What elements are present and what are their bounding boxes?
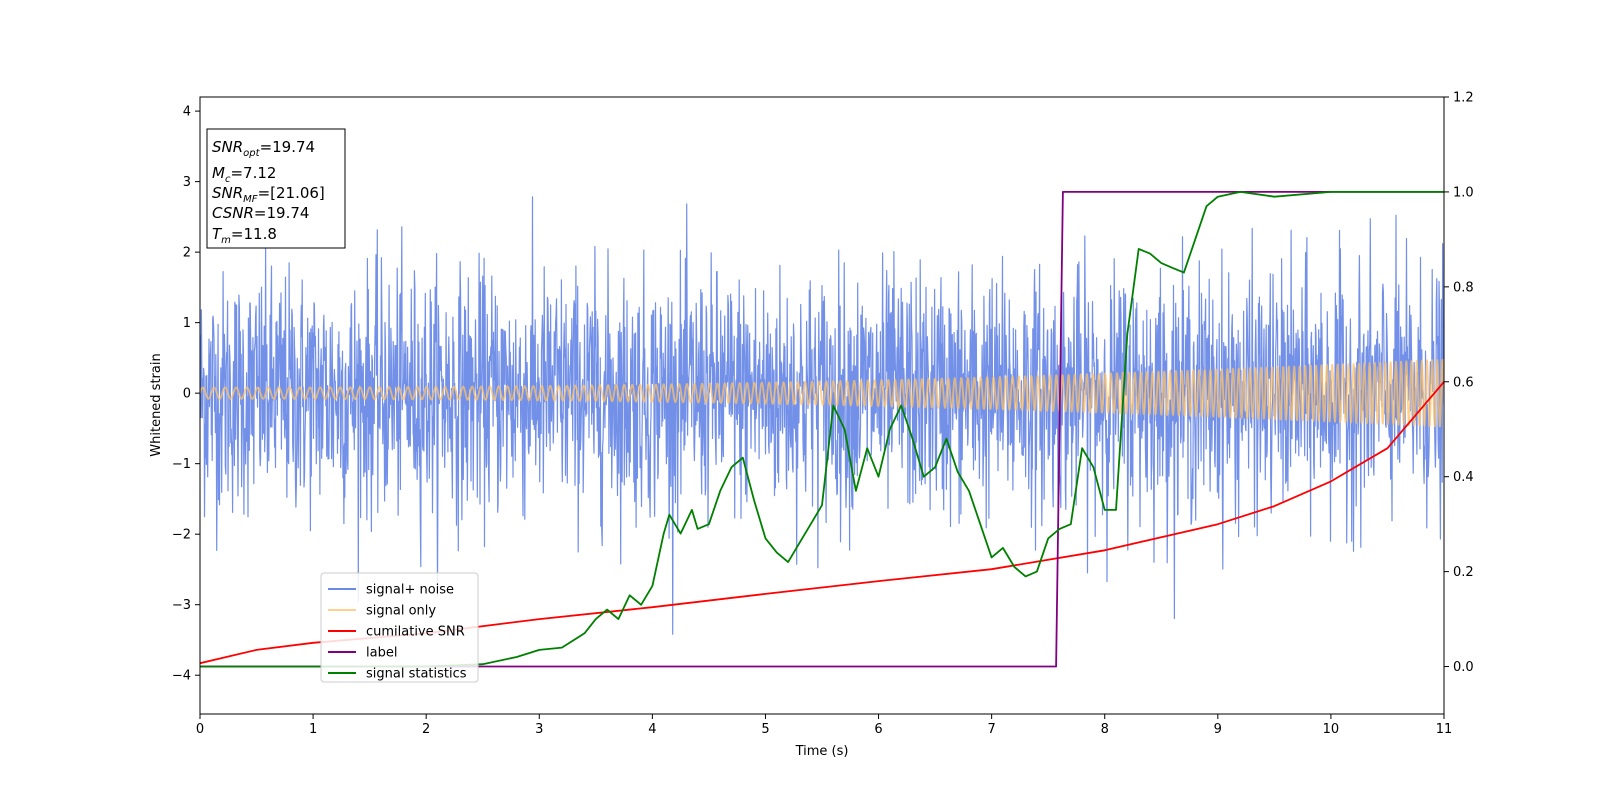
legend: signal+ noise signal only cumilative SNR la… (320, 572, 479, 683)
x-tick-label: 9 (1214, 722, 1222, 737)
x-axis-label: Time (s) (795, 744, 849, 759)
y-tick-label: 3 (183, 175, 191, 190)
y-tick-label: −2 (172, 528, 191, 543)
x-tick-label: 2 (422, 722, 430, 737)
y2-tick-label: 0.0 (1453, 660, 1474, 675)
series-line-2 (200, 358, 1444, 428)
y-axis-left: −4 −3 −2 −1 0 1 2 3 4 (172, 105, 200, 684)
y-axis-label: Whitened strain (149, 353, 164, 456)
annotation-line: Mc=7.12 (212, 164, 276, 185)
x-tick-label: 1 (309, 722, 317, 737)
legend-frame (320, 572, 479, 683)
y-tick-label: −4 (172, 669, 191, 684)
x-tick-label: 10 (1323, 722, 1340, 737)
legend-label: signal statistics (366, 667, 467, 682)
y-tick-label: 2 (183, 246, 191, 261)
annotation-line: SNRMF=[21.06] (212, 184, 325, 205)
legend-label: signal+ noise (366, 583, 454, 598)
legend-label: label (366, 646, 397, 661)
y-axis-right: 0.0 0.2 0.4 0.6 0.8 1.0 1.2 (1444, 91, 1474, 675)
series-line-4 (200, 191, 1444, 668)
plot-frame (199, 96, 1445, 715)
y2-tick-label: 1.2 (1453, 91, 1474, 106)
legend-label: cumilative SNR (366, 625, 465, 640)
annotation-box: SNRopt=19.74 Mc=7.12SNRMF=[21.06]CSNR=19.… (206, 128, 346, 249)
series-line-1 (200, 196, 1444, 635)
y-tick-label: 0 (183, 387, 191, 402)
x-axis: 0 1 2 3 4 5 6 7 8 9 10 11 (196, 714, 1452, 737)
y2-tick-label: 0.6 (1453, 375, 1474, 390)
y2-tick-label: 1.0 (1453, 185, 1474, 200)
y2-tick-label: 0.8 (1453, 280, 1474, 295)
x-tick-label: 6 (874, 722, 882, 737)
series-line-5 (200, 191, 1444, 668)
annotation-line: Tm=11.8 (212, 225, 277, 246)
y-tick-label: 4 (183, 105, 191, 120)
x-tick-label: 0 (196, 722, 204, 737)
x-tick-label: 7 (987, 722, 995, 737)
y-tick-label: 1 (183, 316, 191, 331)
x-tick-label: 8 (1101, 722, 1109, 737)
y-tick-label: −3 (172, 598, 191, 613)
annotation-line: CSNR=19.74 (212, 204, 309, 222)
x-tick-label: 5 (761, 722, 769, 737)
legend-label: signal only (366, 604, 436, 619)
x-tick-label: 11 (1436, 722, 1453, 737)
annotation-box-frame (206, 128, 346, 249)
annotation-line: SNRopt=19.74 (212, 138, 315, 159)
x-tick-label: 3 (535, 722, 543, 737)
x-tick-label: 4 (648, 722, 656, 737)
y2-tick-label: 0.4 (1453, 470, 1474, 485)
y-tick-label: −1 (172, 457, 191, 472)
y2-tick-label: 0.2 (1453, 565, 1474, 580)
